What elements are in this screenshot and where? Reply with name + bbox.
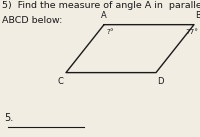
Text: B: B [195, 11, 200, 20]
Text: C: C [57, 77, 63, 86]
Text: ?°: ?° [107, 29, 115, 35]
Text: 5)  Find the measure of angle A in  parallelogram: 5) Find the measure of angle A in parall… [2, 1, 200, 10]
Text: 5.: 5. [4, 113, 13, 123]
Text: A: A [101, 11, 107, 20]
Text: ABCD below:: ABCD below: [2, 16, 62, 25]
Text: D: D [157, 77, 164, 86]
Text: 77°: 77° [185, 29, 198, 35]
